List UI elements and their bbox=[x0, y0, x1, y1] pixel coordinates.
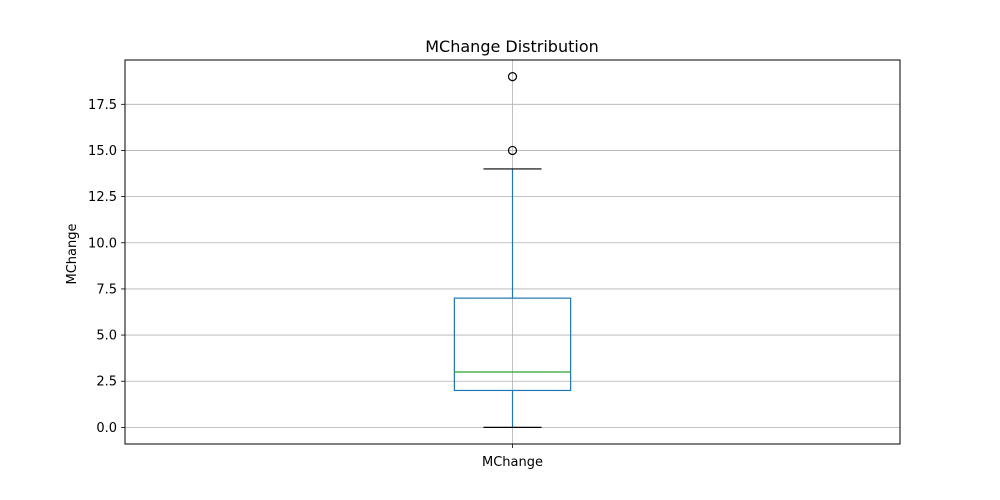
tick-layer: MChange 0.0 2.5 5.0 7.5 10.0 12.5 15.0 17.5 bbox=[88, 98, 543, 470]
y-tick-label: 0.0 bbox=[96, 421, 117, 436]
outlier-point bbox=[507, 72, 518, 82]
y-tick-label: 17.5 bbox=[88, 98, 117, 113]
outlier-point bbox=[507, 145, 518, 156]
x-tick-label: MChange bbox=[482, 455, 543, 470]
y-tick-label: 15.0 bbox=[88, 144, 117, 159]
iqr-box bbox=[453, 297, 572, 392]
y-tick-label: 2.5 bbox=[96, 375, 117, 390]
y-axis-title: MChange bbox=[65, 224, 80, 285]
y-tick-label: 10.0 bbox=[88, 236, 117, 251]
y-tick-label: 5.0 bbox=[96, 329, 117, 344]
y-tick-label: 7.5 bbox=[96, 282, 117, 297]
y-tick-label: 12.5 bbox=[88, 190, 117, 205]
chart-title: MChange Distribution bbox=[425, 37, 599, 56]
box-layer bbox=[453, 72, 572, 428]
plot-frame bbox=[124, 59, 901, 445]
